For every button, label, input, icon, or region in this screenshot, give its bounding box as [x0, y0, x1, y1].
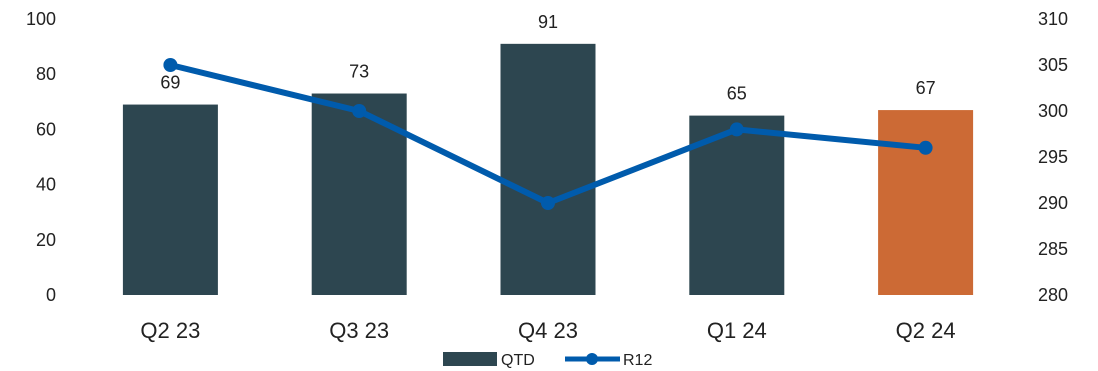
x-category-label: Q1 24	[707, 318, 767, 343]
r12-point-q1-24	[729, 122, 744, 137]
bar-q3-23	[311, 93, 407, 296]
r12-point-q2-24	[918, 140, 933, 155]
x-category-label: Q4 23	[518, 318, 578, 343]
bar-data-label: 67	[916, 78, 936, 98]
x-axis-categories: Q2 23 Q3 23 Q4 23 Q1 24 Q2 24	[140, 318, 955, 343]
r12-point-q4-23	[541, 196, 555, 210]
r12-point-q2-23	[163, 58, 178, 72]
right-tick-label: 280	[1038, 285, 1068, 305]
bar-data-label: 69	[160, 73, 180, 93]
bar-q4-23	[500, 43, 596, 296]
left-tick-label: 40	[36, 175, 56, 195]
legend-swatch-qtd	[443, 352, 497, 366]
legend-label-qtd: QTD	[501, 352, 535, 369]
r12-point-q3-23	[352, 104, 367, 118]
bar-q1-24	[689, 115, 785, 295]
x-category-label: Q2 23	[140, 318, 200, 343]
right-tick-label: 300	[1038, 101, 1068, 121]
bar-q2-23	[122, 104, 218, 295]
bar-q2-24	[878, 110, 974, 295]
r12-line	[163, 58, 933, 210]
left-y-axis: 0 20 40 60 80 100	[26, 9, 56, 305]
x-category-label: Q3 23	[329, 318, 389, 343]
right-tick-label: 310	[1038, 9, 1068, 29]
legend: QTD R12	[443, 352, 652, 369]
right-tick-label: 305	[1038, 55, 1068, 75]
x-category-label: Q2 24	[896, 318, 956, 343]
right-tick-label: 285	[1038, 239, 1068, 259]
bar-data-label: 73	[349, 62, 369, 82]
left-tick-label: 20	[36, 230, 56, 250]
left-tick-label: 100	[26, 9, 56, 29]
bar-data-labels: 69 73 91 65 67	[160, 12, 935, 104]
left-tick-label: 80	[36, 64, 56, 84]
left-tick-label: 0	[46, 285, 56, 305]
right-tick-label: 290	[1038, 193, 1068, 213]
left-tick-label: 60	[36, 119, 56, 139]
right-tick-label: 295	[1038, 147, 1068, 167]
bar-data-label: 91	[538, 12, 558, 32]
legend-label-r12: R12	[623, 352, 652, 369]
right-y-axis: 280 285 290 295 300 305 310	[1038, 9, 1068, 305]
bar-data-label: 65	[727, 84, 747, 104]
legend-marker-r12	[586, 353, 598, 365]
